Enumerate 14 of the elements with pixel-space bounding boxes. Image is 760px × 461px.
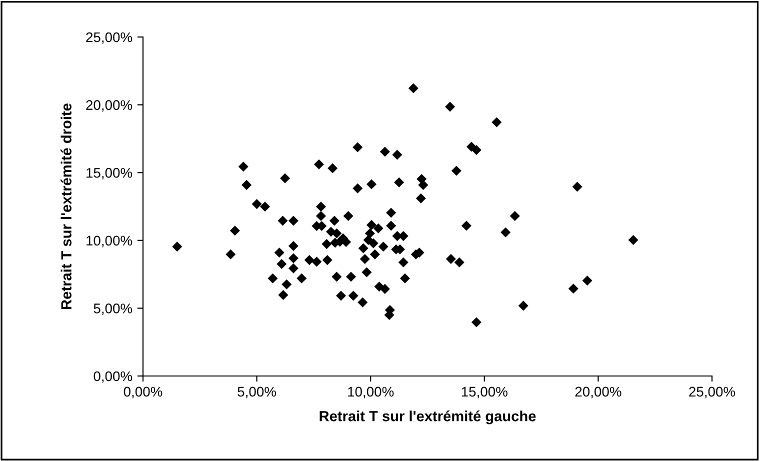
y-tick-label: 10,00%	[86, 236, 132, 248]
y-tick-label: 25,00%	[86, 32, 132, 44]
x-tick-label: 0,00%	[124, 386, 162, 398]
y-tick-label: 0,00%	[94, 371, 132, 383]
x-tick-label: 25,00%	[689, 386, 736, 398]
y-tick-label: 5,00%	[94, 304, 132, 316]
y-tick-label: 20,00%	[86, 100, 132, 112]
x-axis-title: Retrait T sur l'extrémité gauche	[320, 410, 536, 424]
x-tick-label: 20,00%	[575, 386, 622, 398]
x-tick-label: 5,00%	[238, 386, 276, 398]
x-tick-label: 15,00%	[462, 386, 508, 398]
x-tick-label: 10,00%	[348, 386, 394, 398]
y-tick-label: 15,00%	[86, 168, 132, 180]
y-axis-title: Retrait T sur l'extrémité droite	[60, 104, 72, 309]
